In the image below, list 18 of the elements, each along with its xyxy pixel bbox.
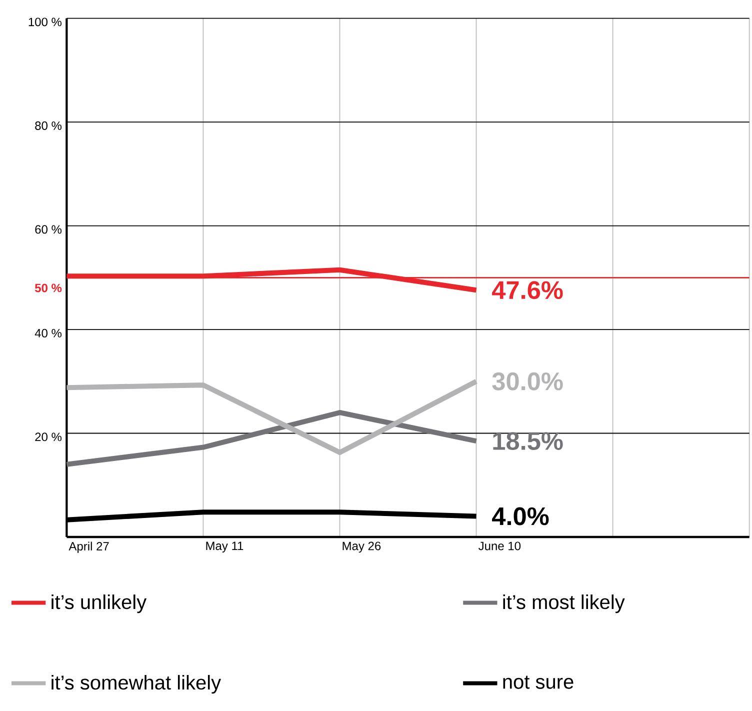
y-tick-label: 100 % — [28, 18, 62, 26]
x-tick-label: May 11 — [206, 542, 244, 552]
y-tick-label: 40 % — [34, 328, 62, 338]
data-label: 47.6% — [492, 281, 563, 300]
data-label: 4.0% — [492, 507, 549, 526]
legend-label: it’s most likely — [503, 594, 625, 614]
y-tick-label: 80 % — [35, 121, 62, 130]
y-tick-label: 60 % — [35, 225, 62, 234]
x-tick-label: April 27 — [68, 542, 109, 553]
x-tick-label: May 26 — [342, 542, 381, 553]
legend-label: it’s unlikely — [52, 594, 147, 614]
y-tick-label: 20 % — [35, 432, 62, 442]
data-label: 18.5% — [493, 432, 563, 450]
legend-label: not sure — [503, 676, 574, 689]
ref-line-label: 50 % — [34, 284, 62, 292]
x-tick-label: June 10 — [478, 542, 521, 550]
data-label: 30.0% — [492, 372, 563, 390]
legend-label: it’s somewhat likely — [52, 674, 222, 694]
